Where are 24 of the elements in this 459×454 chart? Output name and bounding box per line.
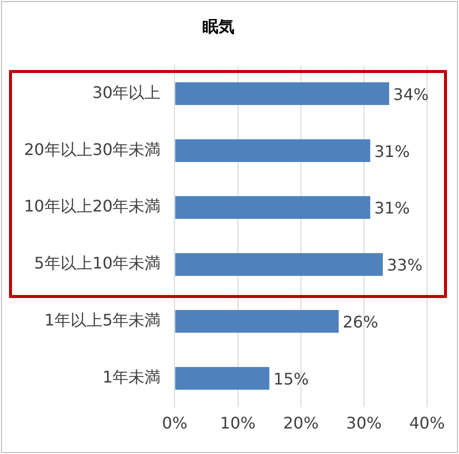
x-tick-label: 0%	[162, 414, 188, 433]
y-tick-label: 20年以上30年未満	[24, 140, 161, 159]
chart-title: 眠気	[202, 16, 234, 36]
bar	[175, 253, 383, 276]
data-label: 33%	[386, 256, 422, 275]
y-tick-label: 10年以上20年未満	[24, 196, 161, 216]
y-tick-label: 5年以上10年未満	[34, 254, 161, 273]
y-tick-label: 1年以上5年未満	[44, 310, 161, 330]
y-tick-label: 30年以上	[92, 82, 161, 102]
x-tick-label: 20%	[283, 414, 319, 433]
x-tick-label: 40%	[409, 414, 445, 433]
data-label: 15%	[273, 369, 309, 388]
bar	[175, 310, 339, 333]
x-tick-label: 10%	[220, 414, 256, 433]
data-label: 26%	[342, 312, 378, 332]
bar	[175, 82, 390, 106]
x-tick-label: 30%	[346, 414, 382, 433]
data-label: 31%	[374, 198, 410, 218]
data-label: 31%	[374, 142, 410, 161]
y-tick-label: 1年未満	[102, 367, 161, 386]
bar	[175, 196, 370, 219]
bar	[175, 366, 270, 390]
data-label: 34%	[393, 84, 429, 104]
bar	[175, 139, 370, 162]
